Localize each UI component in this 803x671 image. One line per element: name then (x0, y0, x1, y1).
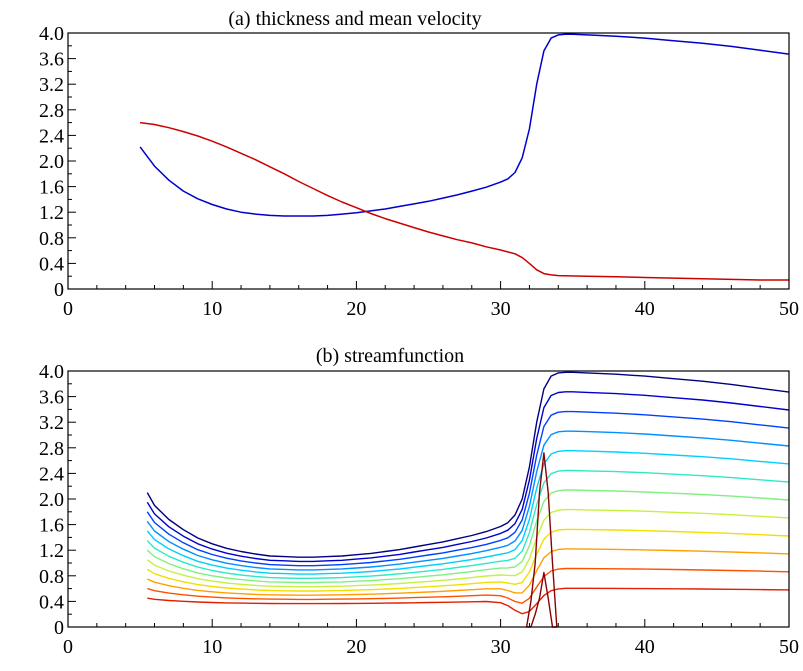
panel-a-y-tick-label: 0 (54, 279, 64, 301)
panel-a-series-line-0 (139, 33, 790, 217)
panel-a-x-tick-label: 40 (635, 298, 655, 320)
panel-b-x-tick-label: 40 (635, 636, 655, 658)
panel-a-y-tick-label: 2.4 (39, 125, 64, 147)
panel-b-contour-line-7 (146, 508, 790, 588)
panel-b-contour-line-4 (146, 450, 790, 575)
panel-a-y-tick-label: 2.8 (39, 100, 64, 122)
panel-b-contour-line-10 (147, 567, 790, 604)
panel-a-y-tick-label: 1.6 (39, 177, 64, 199)
panel-b-contour-line-0 (146, 371, 790, 558)
panel-b-contour-line-2 (146, 410, 790, 567)
panel-b-x-tick-label: 50 (779, 636, 799, 658)
panel-b-y-tick-label: 0.8 (39, 566, 64, 588)
panel-b-x-tick-label: 0 (63, 636, 73, 658)
panel-a-thickness-velocity: (a) thickness and mean velocity 0 10 20 30 4… (39, 8, 799, 320)
panel-a-x-tick-label: 20 (346, 298, 366, 320)
panel-b-contour-line-1 (146, 391, 790, 563)
panel-b-y-tick-label: 4.0 (39, 361, 64, 383)
panel-a-y-tick-label: 0.8 (39, 228, 64, 250)
panel-b-title: (b) streamfunction (316, 345, 464, 367)
panel-a-x-tick-label: 50 (779, 298, 799, 320)
panel-a-x-tick-label: 30 (491, 298, 511, 320)
panel-b-y-tick-label: 2.4 (39, 463, 64, 485)
panel-b-y-tick-label: 2.0 (39, 489, 64, 511)
panel-a-y-tick-label: 3.2 (39, 74, 64, 96)
panel-a-x-tick-label: 0 (63, 298, 73, 320)
panel-b-y-tick-label: 3.6 (39, 387, 64, 409)
panel-b-x-tick-label: 20 (346, 636, 366, 658)
panel-b-contour-line-11 (147, 587, 790, 615)
panel-b-contour-line-5 (146, 469, 790, 579)
panel-a-y-tick-label: 2.0 (39, 151, 64, 173)
panel-b-y-tick-label: 1.6 (39, 515, 64, 537)
panel-b-streamfunction: (b) streamfunction 0 10 20 30 40 50 0 0.4 0.8 1.2… (39, 345, 799, 658)
panel-b-contour-line-6 (146, 489, 790, 584)
panel-a-y-tick-label: 1.2 (39, 202, 64, 224)
panel-b-y-tick-label: 2.8 (39, 438, 64, 460)
panel-b-contours (146, 371, 790, 628)
panel-a-x-tick-label: 10 (202, 298, 222, 320)
panel-b-y-tick-label: 1.2 (39, 540, 64, 562)
panel-b-axes: 0 10 20 30 40 50 0 0.4 0.8 1.2 1.6 2.0 2.4 2.8 3.2 3.6 4… (39, 361, 799, 658)
panel-a-y-tick-label: 3.6 (39, 49, 64, 71)
panel-b-contour-line-9 (147, 548, 790, 596)
panel-b-x-tick-label: 30 (491, 636, 511, 658)
panel-b-contour-line-8 (146, 528, 790, 592)
panel-a-lines (139, 33, 790, 281)
panel-b-x-tick-label: 10 (202, 636, 222, 658)
panel-b-y-tick-label: 0.4 (39, 591, 64, 613)
panel-b-contour-line-3 (146, 430, 790, 571)
panel-a-frame (67, 32, 790, 290)
panel-a-axes: 0 10 20 30 40 50 0 0.4 0.8 1.2 1.6 2.0 2.4 2.8 3.2 3.6 4… (39, 23, 799, 320)
panel-a-title: (a) thickness and mean velocity (228, 8, 481, 30)
panel-b-y-tick-label: 3.2 (39, 412, 64, 434)
panel-a-series-line-1 (140, 121, 789, 281)
panel-b-y-tick-label: 0 (54, 617, 64, 639)
panel-a-y-tick-label: 4.0 (39, 23, 64, 45)
panel-a-y-tick-label: 0.4 (39, 253, 64, 275)
